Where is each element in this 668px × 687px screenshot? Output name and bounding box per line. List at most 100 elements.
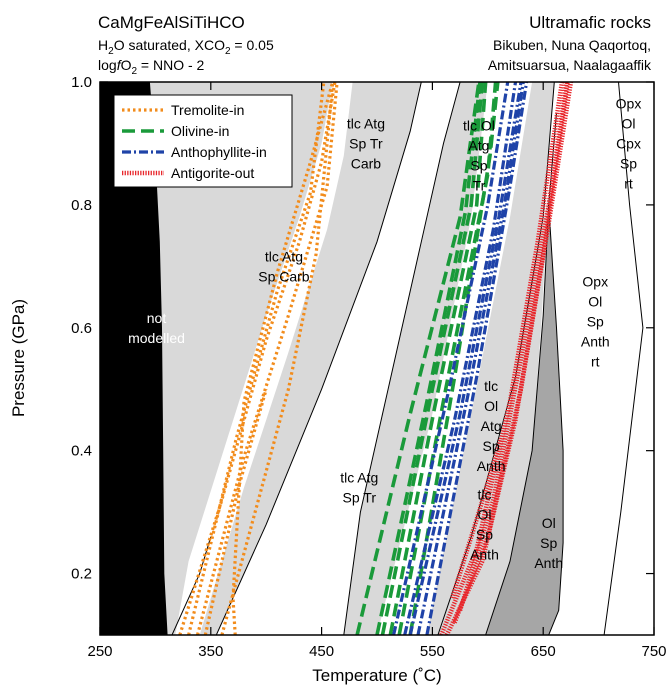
series-line-tremolite bbox=[220, 82, 335, 635]
field-label-line: Tr bbox=[473, 178, 486, 194]
field-label-line: Anth bbox=[581, 334, 610, 350]
field-label: tlc Ol Atg Sp Tr bbox=[463, 118, 495, 194]
series-line-olivine bbox=[355, 82, 481, 635]
field-tremolite-band bbox=[175, 82, 353, 635]
legend-label: Anthophyllite-in bbox=[171, 144, 267, 160]
phase-boundaries bbox=[178, 82, 574, 635]
series-line-olivine bbox=[408, 82, 500, 635]
field-label: Opx Ol Cpx Sp rt bbox=[616, 95, 642, 191]
field-label-line: Sp bbox=[476, 526, 493, 542]
rock-title: Ultramafic rocks bbox=[529, 13, 651, 32]
field-label: tlc Atg Sp Tr bbox=[340, 470, 378, 506]
field-labels: not modelled tlc Atg Sp Carb tlc Atg Sp Tr Car… bbox=[128, 95, 641, 570]
y-tick-label: 0.8 bbox=[71, 197, 92, 214]
legend-label: Tremolite-in bbox=[171, 102, 244, 118]
field-carbonate-out-band bbox=[216, 82, 461, 635]
legend-label: Antigorite-out bbox=[171, 165, 254, 181]
plot-frame bbox=[99, 81, 655, 636]
series-line-olivine bbox=[388, 82, 488, 635]
cond-f: f bbox=[116, 57, 121, 73]
field-label-line: Sp Tr bbox=[349, 135, 383, 151]
field-label-line: tlc Ol bbox=[463, 118, 495, 134]
field-label: Opx Ol Sp Anth rt bbox=[581, 274, 610, 370]
cond-h2o-pre: H bbox=[98, 37, 109, 53]
series-line-anthophyllite bbox=[392, 82, 510, 635]
series-line-anthophyllite bbox=[403, 82, 518, 635]
y-tick-label: 0.6 bbox=[71, 320, 92, 337]
y-tick-label: 0.2 bbox=[71, 566, 92, 583]
field-label-line: Opx bbox=[582, 274, 608, 290]
field-label-line: Opx bbox=[616, 95, 642, 111]
series-line-olivine bbox=[375, 82, 482, 635]
series-line-anthophyllite bbox=[416, 82, 525, 635]
localities-line-2: Amitsuarsua, Naalagaaffik bbox=[487, 57, 651, 73]
field-label-line: Ol bbox=[588, 294, 602, 310]
series-line-tremolite bbox=[231, 82, 335, 635]
field-label-line: Atg bbox=[481, 418, 502, 434]
field-label: tlc Ol Atg Sp Anth bbox=[477, 378, 506, 474]
series-line-tremolite bbox=[195, 82, 339, 635]
x-tick-label: 450 bbox=[309, 643, 334, 660]
field-label: Ol Sp Anth bbox=[534, 515, 563, 571]
legend: Tremolite-in Olivine-in Anthophyllite-in An… bbox=[113, 94, 293, 188]
field-label-line: Sp bbox=[540, 535, 557, 551]
field-label-line: Sp bbox=[620, 155, 637, 171]
localities-line-1: Bikuben, Nuna Qaqortoq, bbox=[493, 37, 651, 53]
series-line-anthophyllite bbox=[408, 82, 523, 635]
series-line-tremolite bbox=[187, 82, 326, 635]
x-tick-label: 250 bbox=[87, 643, 112, 660]
field-label-line: Atg bbox=[468, 138, 489, 154]
cond-o-sub: 2 bbox=[131, 65, 138, 77]
cond-xco2-post: = 0.05 bbox=[230, 37, 274, 53]
field-label-line: not bbox=[147, 310, 167, 326]
field-boundary-line bbox=[603, 82, 644, 635]
field-label: not modelled bbox=[128, 310, 185, 346]
field-boundary-line bbox=[548, 204, 564, 635]
field-boundary-line bbox=[343, 82, 461, 635]
field-label-line: tlc bbox=[477, 486, 491, 502]
field-label-line: Sp bbox=[587, 314, 604, 330]
field-not-modelled bbox=[100, 82, 168, 635]
field-label: tlc Atg Sp Tr Carb bbox=[347, 115, 385, 171]
field-boundary-line bbox=[485, 112, 557, 635]
x-tick-label: 350 bbox=[198, 643, 223, 660]
cond-o: O bbox=[120, 57, 132, 73]
system-label: CaMgFeAlSiTiHCO bbox=[98, 13, 245, 32]
legend-label: Olivine-in bbox=[171, 123, 229, 139]
field-boundary-line bbox=[215, 82, 422, 635]
cond-h2o-sub: 2 bbox=[108, 45, 114, 57]
field-label-line: tlc bbox=[484, 378, 498, 394]
field-label-line: Sp bbox=[483, 438, 500, 454]
field-label-line: Cpx bbox=[616, 135, 641, 151]
series-line-olivine bbox=[380, 82, 485, 635]
field-label-line: rt bbox=[591, 354, 600, 370]
x-tick-label: 650 bbox=[531, 643, 556, 660]
field-label-line: Anth bbox=[534, 555, 563, 571]
cond-xco2-sub: 2 bbox=[224, 45, 231, 57]
cond-buffer: = NNO - 2 bbox=[137, 57, 205, 73]
field-label-line: Anth bbox=[470, 546, 499, 562]
y-tick-label: 0.4 bbox=[71, 443, 92, 460]
y-tick-label: 1.0 bbox=[71, 74, 92, 91]
field-label-line: tlc Atg bbox=[265, 248, 303, 264]
cond-h2o-post: O saturated, XCO bbox=[113, 37, 225, 53]
field-label-line: modelled bbox=[128, 330, 185, 346]
series-line-antigorite bbox=[450, 437, 504, 599]
cond-log: log bbox=[98, 57, 117, 73]
field-label-line: tlc Atg bbox=[347, 115, 385, 131]
field-label-line: Sp bbox=[470, 158, 487, 174]
x-tick-label: 750 bbox=[641, 643, 666, 660]
field-label-line: Sp Carb bbox=[258, 268, 310, 284]
y-axis-label: Pressure (GPa) bbox=[9, 299, 28, 417]
field-label: tlc Atg Sp Carb bbox=[258, 248, 310, 284]
field-label-line: Ol bbox=[542, 515, 556, 531]
series-line-tremolite bbox=[178, 82, 337, 635]
field-label-line: Ol bbox=[477, 506, 491, 522]
axes: 250 350 450 550 650 750 0.2 0.4 0.6 0.8 1.0 bbox=[71, 74, 666, 660]
x-axis-label: Temperature (˚C) bbox=[312, 666, 441, 685]
condition-line-2: logfO2 = NNO - 2 bbox=[98, 57, 204, 80]
field-label-line: Ol bbox=[484, 398, 498, 414]
series-line-anthophyllite bbox=[425, 82, 529, 635]
field-label: tlc Ol Sp Anth bbox=[470, 486, 499, 562]
